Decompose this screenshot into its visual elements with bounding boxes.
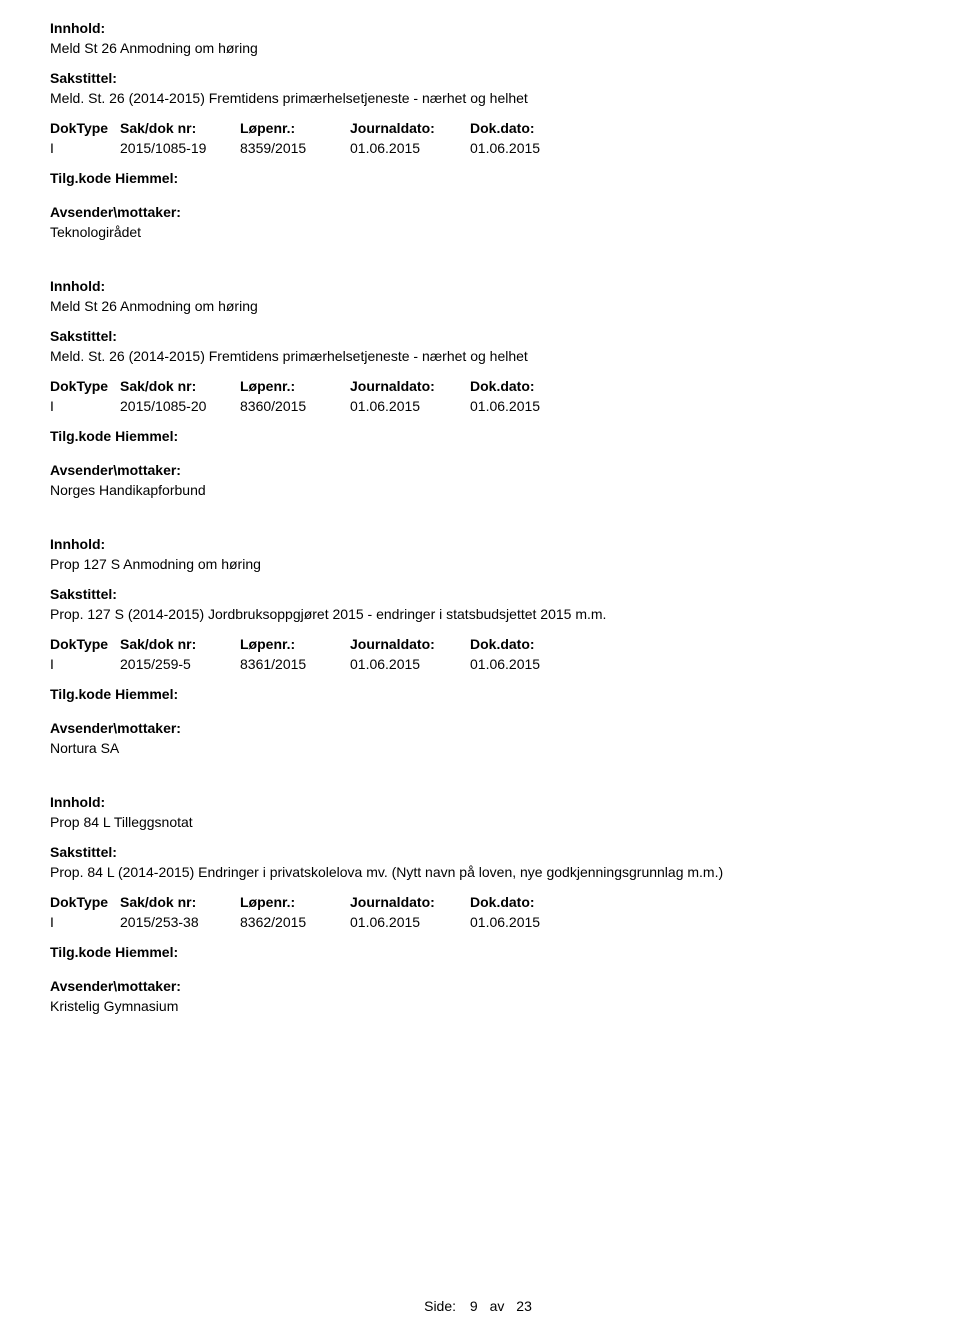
value-journaldato: 01.06.2015	[350, 398, 470, 414]
avsender-value: Kristelig Gymnasium	[50, 998, 910, 1014]
avsender-label: Avsender\mottaker:	[50, 978, 910, 994]
header-journaldato: Journaldato:	[350, 120, 470, 136]
sakstittel-label: Sakstittel:	[50, 70, 910, 86]
tilgkode-row: Tilg.kode Hiemmel:	[50, 686, 910, 702]
value-lopenr: 8362/2015	[240, 914, 350, 930]
value-doktype: I	[50, 398, 120, 414]
record: Innhold: Meld St 26 Anmodning om høring …	[50, 278, 910, 498]
tilgkode-label: Tilg.kode	[50, 428, 111, 444]
tilgkode-row: Tilg.kode Hiemmel:	[50, 170, 910, 186]
value-doktype: I	[50, 656, 120, 672]
table-header-row: DokType Sak/dok nr: Løpenr.: Journaldato…	[50, 636, 910, 652]
sakstittel-label: Sakstittel:	[50, 328, 910, 344]
tilgkode-label: Tilg.kode	[50, 686, 111, 702]
value-journaldato: 01.06.2015	[350, 140, 470, 156]
header-dokdato: Dok.dato:	[470, 378, 590, 394]
avsender-label: Avsender\mottaker:	[50, 462, 910, 478]
tilgkode-label: Tilg.kode	[50, 170, 111, 186]
value-dokdato: 01.06.2015	[470, 398, 590, 414]
header-lopenr: Løpenr.:	[240, 120, 350, 136]
hiemmel-label: Hiemmel:	[115, 944, 178, 960]
header-doktype: DokType	[50, 636, 120, 652]
header-journaldato: Journaldato:	[350, 378, 470, 394]
innhold-value: Meld St 26 Anmodning om høring	[50, 40, 910, 56]
header-doktype: DokType	[50, 120, 120, 136]
header-dokdato: Dok.dato:	[470, 894, 590, 910]
record: Innhold: Prop 84 L Tilleggsnotat Sakstit…	[50, 794, 910, 1014]
innhold-label: Innhold:	[50, 536, 910, 552]
spacer	[50, 706, 910, 720]
header-doktype: DokType	[50, 378, 120, 394]
value-sakdok: 2015/253-38	[120, 914, 240, 930]
value-sakdok: 2015/1085-19	[120, 140, 240, 156]
header-dokdato: Dok.dato:	[470, 636, 590, 652]
header-dokdato: Dok.dato:	[470, 120, 590, 136]
footer-separator: av	[490, 1298, 505, 1314]
innhold-label: Innhold:	[50, 794, 910, 810]
avsender-value: Norges Handikapforbund	[50, 482, 910, 498]
header-sakdok: Sak/dok nr:	[120, 636, 240, 652]
header-lopenr: Løpenr.:	[240, 378, 350, 394]
header-doktype: DokType	[50, 894, 120, 910]
value-sakdok: 2015/1085-20	[120, 398, 240, 414]
value-lopenr: 8361/2015	[240, 656, 350, 672]
value-lopenr: 8359/2015	[240, 140, 350, 156]
hiemmel-label: Hiemmel:	[115, 170, 178, 186]
header-lopenr: Løpenr.:	[240, 894, 350, 910]
avsender-value: Teknologirådet	[50, 224, 910, 240]
header-sakdok: Sak/dok nr:	[120, 378, 240, 394]
spacer	[50, 190, 910, 204]
header-sakdok: Sak/dok nr:	[120, 894, 240, 910]
record: Innhold: Meld St 26 Anmodning om høring …	[50, 20, 910, 240]
tilgkode-row: Tilg.kode Hiemmel:	[50, 428, 910, 444]
header-journaldato: Journaldato:	[350, 894, 470, 910]
spacer	[50, 448, 910, 462]
table-header-row: DokType Sak/dok nr: Løpenr.: Journaldato…	[50, 378, 910, 394]
table-header-row: DokType Sak/dok nr: Løpenr.: Journaldato…	[50, 120, 910, 136]
tilgkode-label: Tilg.kode	[50, 944, 111, 960]
table-data-row: I 2015/253-38 8362/2015 01.06.2015 01.06…	[50, 914, 910, 930]
header-journaldato: Journaldato:	[350, 636, 470, 652]
table-header-row: DokType Sak/dok nr: Løpenr.: Journaldato…	[50, 894, 910, 910]
sakstittel-value: Meld. St. 26 (2014-2015) Fremtidens prim…	[50, 348, 910, 364]
table-data-row: I 2015/1085-19 8359/2015 01.06.2015 01.0…	[50, 140, 910, 156]
innhold-label: Innhold:	[50, 278, 910, 294]
innhold-label: Innhold:	[50, 20, 910, 36]
footer-label: Side:	[424, 1298, 456, 1314]
spacer	[50, 964, 910, 978]
sakstittel-value: Meld. St. 26 (2014-2015) Fremtidens prim…	[50, 90, 910, 106]
value-dokdato: 01.06.2015	[470, 140, 590, 156]
innhold-value: Prop 84 L Tilleggsnotat	[50, 814, 910, 830]
value-sakdok: 2015/259-5	[120, 656, 240, 672]
value-journaldato: 01.06.2015	[350, 656, 470, 672]
footer-current-page: 9	[470, 1298, 478, 1314]
sakstittel-value: Prop. 127 S (2014-2015) Jordbruksoppgjør…	[50, 606, 910, 622]
value-lopenr: 8360/2015	[240, 398, 350, 414]
value-dokdato: 01.06.2015	[470, 656, 590, 672]
hiemmel-label: Hiemmel:	[115, 686, 178, 702]
sakstittel-label: Sakstittel:	[50, 586, 910, 602]
value-dokdato: 01.06.2015	[470, 914, 590, 930]
avsender-value: Nortura SA	[50, 740, 910, 756]
value-journaldato: 01.06.2015	[350, 914, 470, 930]
page-footer: Side: 9 av 23	[0, 1298, 960, 1314]
footer-total-pages: 23	[516, 1298, 532, 1314]
table-data-row: I 2015/259-5 8361/2015 01.06.2015 01.06.…	[50, 656, 910, 672]
table-data-row: I 2015/1085-20 8360/2015 01.06.2015 01.0…	[50, 398, 910, 414]
innhold-value: Meld St 26 Anmodning om høring	[50, 298, 910, 314]
value-doktype: I	[50, 914, 120, 930]
sakstittel-label: Sakstittel:	[50, 844, 910, 860]
value-doktype: I	[50, 140, 120, 156]
hiemmel-label: Hiemmel:	[115, 428, 178, 444]
avsender-label: Avsender\mottaker:	[50, 720, 910, 736]
sakstittel-value: Prop. 84 L (2014-2015) Endringer i priva…	[50, 864, 910, 880]
header-sakdok: Sak/dok nr:	[120, 120, 240, 136]
innhold-value: Prop 127 S Anmodning om høring	[50, 556, 910, 572]
avsender-label: Avsender\mottaker:	[50, 204, 910, 220]
tilgkode-row: Tilg.kode Hiemmel:	[50, 944, 910, 960]
record: Innhold: Prop 127 S Anmodning om høring …	[50, 536, 910, 756]
header-lopenr: Løpenr.:	[240, 636, 350, 652]
